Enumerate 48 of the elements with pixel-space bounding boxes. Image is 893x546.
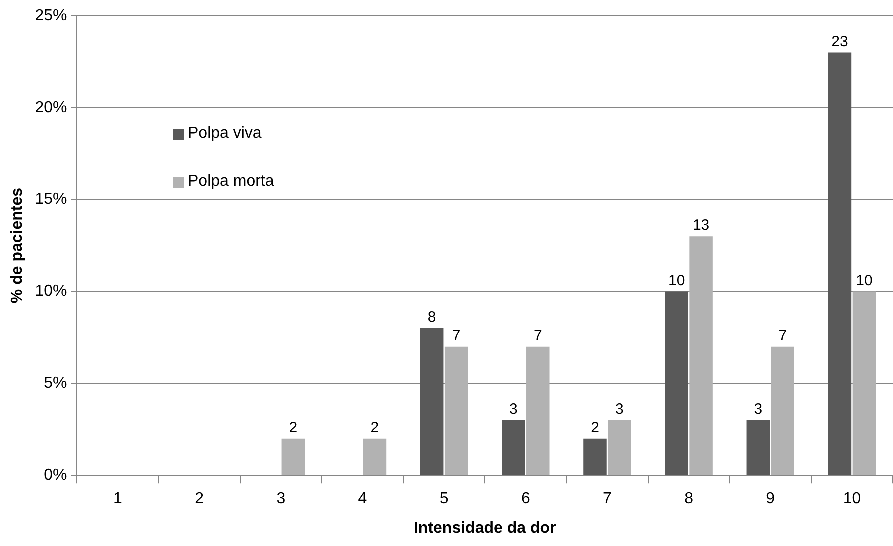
bar xyxy=(608,420,632,476)
data-label: 7 xyxy=(778,328,788,345)
legend-label: Polpa viva xyxy=(188,124,262,144)
x-tick-label: 1 xyxy=(114,490,123,508)
x-tick-label: 10 xyxy=(843,490,862,508)
bar xyxy=(363,438,387,476)
bar xyxy=(828,52,852,476)
data-label: 2 xyxy=(370,419,380,436)
bar xyxy=(665,292,688,476)
data-label: 2 xyxy=(289,419,298,436)
y-tick-label: 0% xyxy=(44,467,68,484)
data-label: 10 xyxy=(856,272,873,290)
data-label: 7 xyxy=(452,328,461,345)
data-label: 23 xyxy=(832,33,848,50)
y-tick-label: 25% xyxy=(35,7,68,24)
data-label: 13 xyxy=(692,217,710,234)
x-tick-label: 8 xyxy=(684,490,694,508)
x-tick-label: 2 xyxy=(195,490,204,508)
data-label: 7 xyxy=(534,328,542,345)
bar xyxy=(746,420,770,476)
data-label: 3 xyxy=(509,401,518,418)
x-tick-label: 4 xyxy=(358,490,368,508)
x-tick-label: 3 xyxy=(276,490,286,508)
y-tick-label: 5% xyxy=(44,375,68,392)
x-tick-label: 5 xyxy=(440,490,449,508)
data-label: 3 xyxy=(754,401,763,418)
data-label: 2 xyxy=(591,419,600,436)
bar xyxy=(282,438,306,476)
y-axis-title: % de pacientes xyxy=(9,188,26,304)
bar xyxy=(444,346,468,476)
x-tick-label: 7 xyxy=(603,490,612,508)
data-label: 8 xyxy=(428,309,436,326)
x-tick-label: 9 xyxy=(766,490,776,508)
bar xyxy=(526,346,550,476)
data-label: 3 xyxy=(616,401,624,418)
bar xyxy=(584,438,607,476)
x-axis-title: Intensidade da dor xyxy=(414,520,556,537)
bar xyxy=(502,420,526,476)
x-tick-label: 6 xyxy=(521,490,530,508)
bar xyxy=(690,236,713,476)
bar xyxy=(852,292,876,476)
y-tick-label: 15% xyxy=(35,191,68,208)
y-tick-label: 10% xyxy=(35,283,68,300)
bar xyxy=(771,346,794,476)
data-label: 10 xyxy=(668,272,686,290)
legend-label: Polpa morta xyxy=(188,172,274,192)
y-tick-label: 20% xyxy=(35,99,68,116)
bar xyxy=(420,328,444,476)
